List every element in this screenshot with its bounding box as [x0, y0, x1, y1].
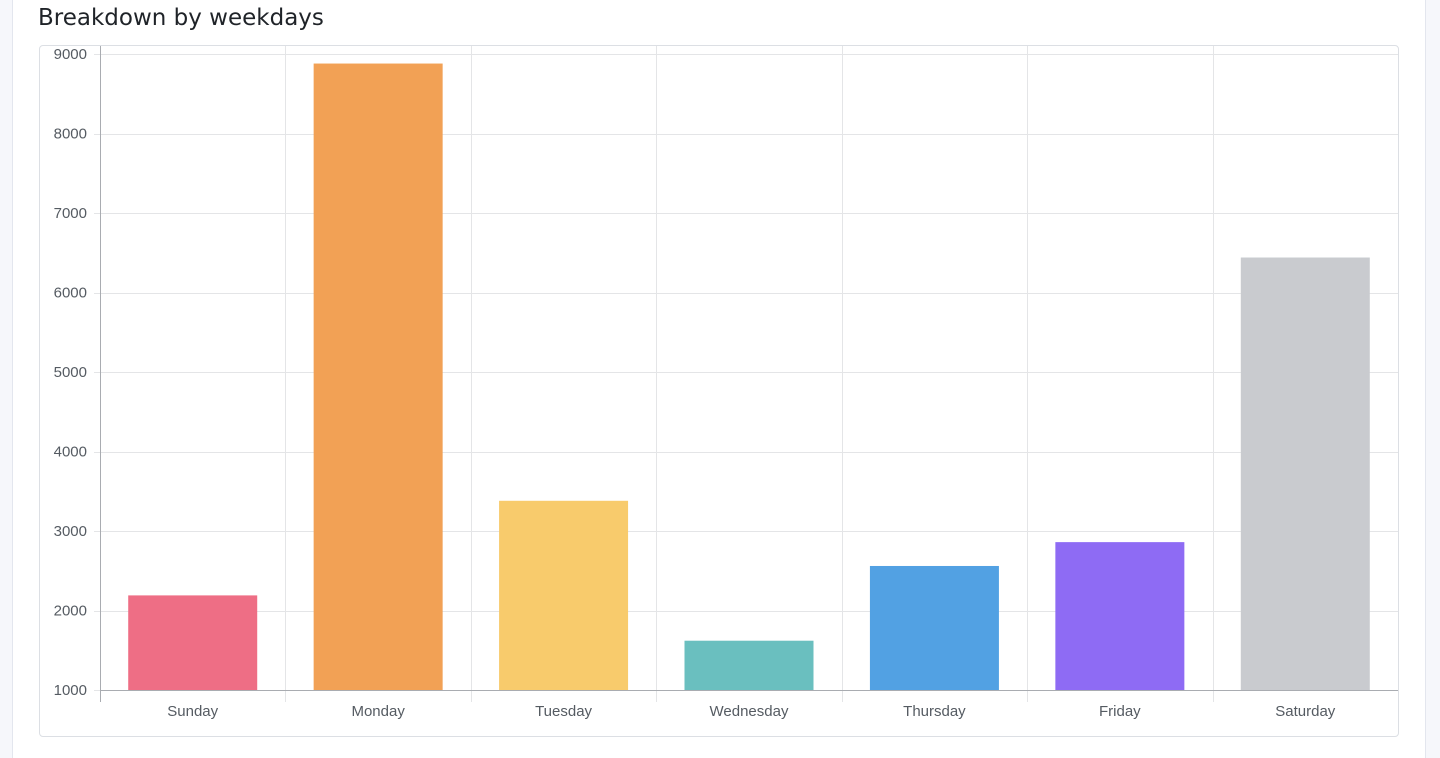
grid-lines	[94, 46, 1398, 702]
bars	[128, 63, 1370, 691]
bar-wednesday	[684, 640, 814, 690]
x-tick-label: Monday	[351, 703, 405, 720]
y-tick-label: 2000	[54, 603, 87, 620]
bar-tuesday	[499, 500, 629, 690]
y-tick-label: 3000	[54, 523, 87, 540]
bar-monday	[313, 63, 443, 691]
x-tick-label: Friday	[1099, 703, 1141, 720]
x-tick-label: Thursday	[903, 703, 966, 720]
bar-sunday	[128, 595, 258, 690]
axes	[100, 46, 1398, 702]
x-tick-label: Tuesday	[535, 703, 592, 720]
y-tick-label: 1000	[54, 682, 87, 699]
bar-saturday	[1240, 257, 1370, 690]
x-tick-label: Wednesday	[710, 703, 789, 720]
y-tick-label: 8000	[54, 126, 87, 143]
bar-friday	[1055, 542, 1185, 690]
x-tick-label: Sunday	[167, 703, 218, 720]
chart-title: Breakdown by weekdays	[38, 5, 324, 31]
tick-labels: 1000 2000 3000 4000 5000 6000 7000 8000 9000 Sund…	[54, 46, 1336, 720]
y-tick-label: 9000	[54, 46, 87, 63]
bar-thursday	[869, 565, 999, 690]
y-tick-label: 4000	[54, 444, 87, 461]
y-tick-label: 6000	[54, 285, 87, 302]
y-tick-label: 7000	[54, 205, 87, 222]
y-tick-label: 5000	[54, 364, 87, 381]
x-tick-label: Saturday	[1275, 703, 1336, 720]
